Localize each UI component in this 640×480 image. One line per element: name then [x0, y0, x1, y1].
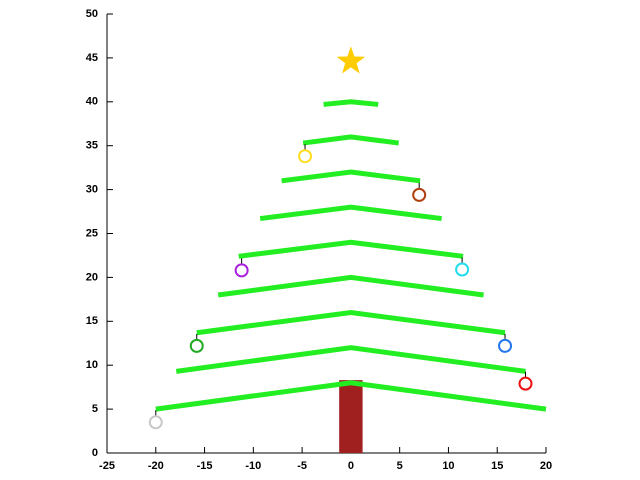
- ornament: [412, 187, 427, 202]
- ornament: [518, 376, 533, 391]
- y-tick-label: 25: [86, 227, 98, 239]
- x-tick-label: 20: [540, 460, 552, 472]
- y-tick-label: 40: [86, 96, 98, 108]
- x-tick-label: -20: [148, 460, 164, 472]
- ornament: [234, 263, 249, 278]
- x-tick-label: -25: [99, 460, 115, 472]
- trunk: [339, 380, 363, 453]
- y-tick-label: 10: [86, 359, 98, 371]
- y-tick-label: 5: [92, 403, 98, 415]
- y-tick-label: 45: [86, 52, 98, 64]
- x-tick-label: -10: [245, 460, 261, 472]
- y-tick-label: 50: [86, 8, 98, 20]
- x-tick-label: 0: [348, 460, 354, 472]
- ornament: [148, 415, 163, 430]
- y-tick-label: 20: [86, 271, 98, 283]
- x-tick-label: 15: [491, 460, 503, 472]
- ornament: [298, 149, 313, 164]
- star: [336, 46, 366, 74]
- x-tick-label: 5: [397, 460, 403, 472]
- y-tick-label: 35: [86, 140, 98, 152]
- x-tick-label: -5: [297, 460, 307, 472]
- x-tick-label: 10: [442, 460, 454, 472]
- ornament: [498, 338, 513, 353]
- x-tick-label: -15: [197, 460, 213, 472]
- y-tick-label: 30: [86, 184, 98, 196]
- ornament: [189, 338, 204, 353]
- y-tick-label: 0: [92, 447, 98, 459]
- y-tick-label: 15: [86, 315, 98, 327]
- tree-line: [155, 99, 547, 412]
- ornament: [455, 262, 470, 277]
